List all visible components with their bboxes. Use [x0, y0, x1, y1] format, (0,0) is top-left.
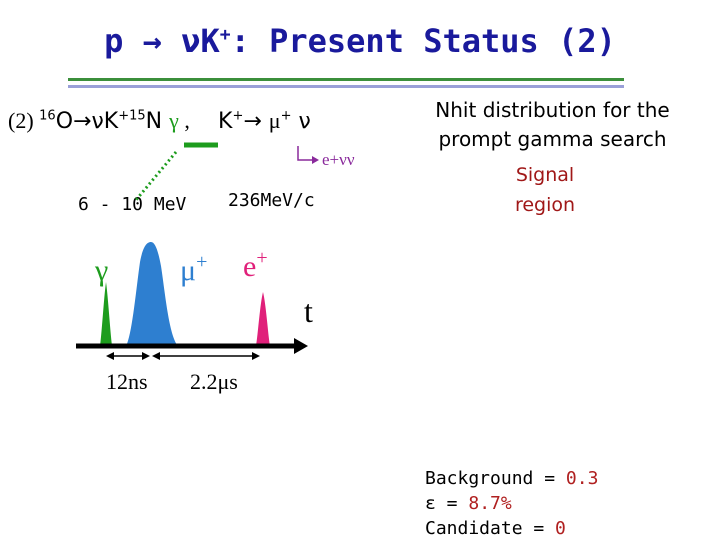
result-stats: Background = 0.3 ε = 8.7% Candidate = 0 [425, 466, 598, 541]
interval-2-left-arrowhead-icon [152, 352, 160, 360]
positron-peak-label: e+ [243, 247, 268, 283]
gamma-dotted-link [134, 151, 178, 201]
interval-1-label: 12ns [106, 369, 148, 394]
interval-1-right-arrowhead-icon [142, 352, 150, 360]
muon-peak [126, 242, 178, 346]
decay-arrow-icon [297, 146, 312, 161]
interval-2-right-arrowhead-icon [252, 352, 260, 360]
time-axis-arrow-icon [294, 338, 308, 354]
reaction-equation: (2) 16O→νK+15N γ , [8, 108, 190, 134]
title-rule-green [68, 78, 624, 81]
panel-heading: Nhit distribution for the prompt gamma s… [435, 98, 670, 151]
positron-peak [256, 292, 270, 346]
muon-peak-label: μ+ [180, 251, 207, 287]
gamma-energy: 6 - 10 MeV [78, 194, 187, 215]
interval-2-label: 2.2μs [190, 369, 238, 394]
gamma-peak [100, 282, 112, 346]
muon-decay: e+νν [322, 150, 355, 169]
kaon-momentum: 236MeV/c [228, 190, 315, 211]
interval-1-left-arrowhead-icon [106, 352, 114, 360]
time-axis-label: t [304, 293, 313, 329]
decay-arrowhead-icon [312, 156, 319, 164]
candidate-line: Candidate = 0 [425, 518, 566, 539]
page-title: p → νK+: Present Status (2) [104, 22, 616, 60]
kaon-decay: K+→ μ+ ν [218, 108, 311, 134]
efficiency-line: ε = 8.7% [425, 493, 512, 514]
background-line: Background = 0.3 [425, 468, 599, 489]
signal-region-label: Signal region [514, 164, 576, 216]
title-rule-blue [68, 85, 624, 88]
gamma-peak-label: γ [94, 254, 108, 287]
